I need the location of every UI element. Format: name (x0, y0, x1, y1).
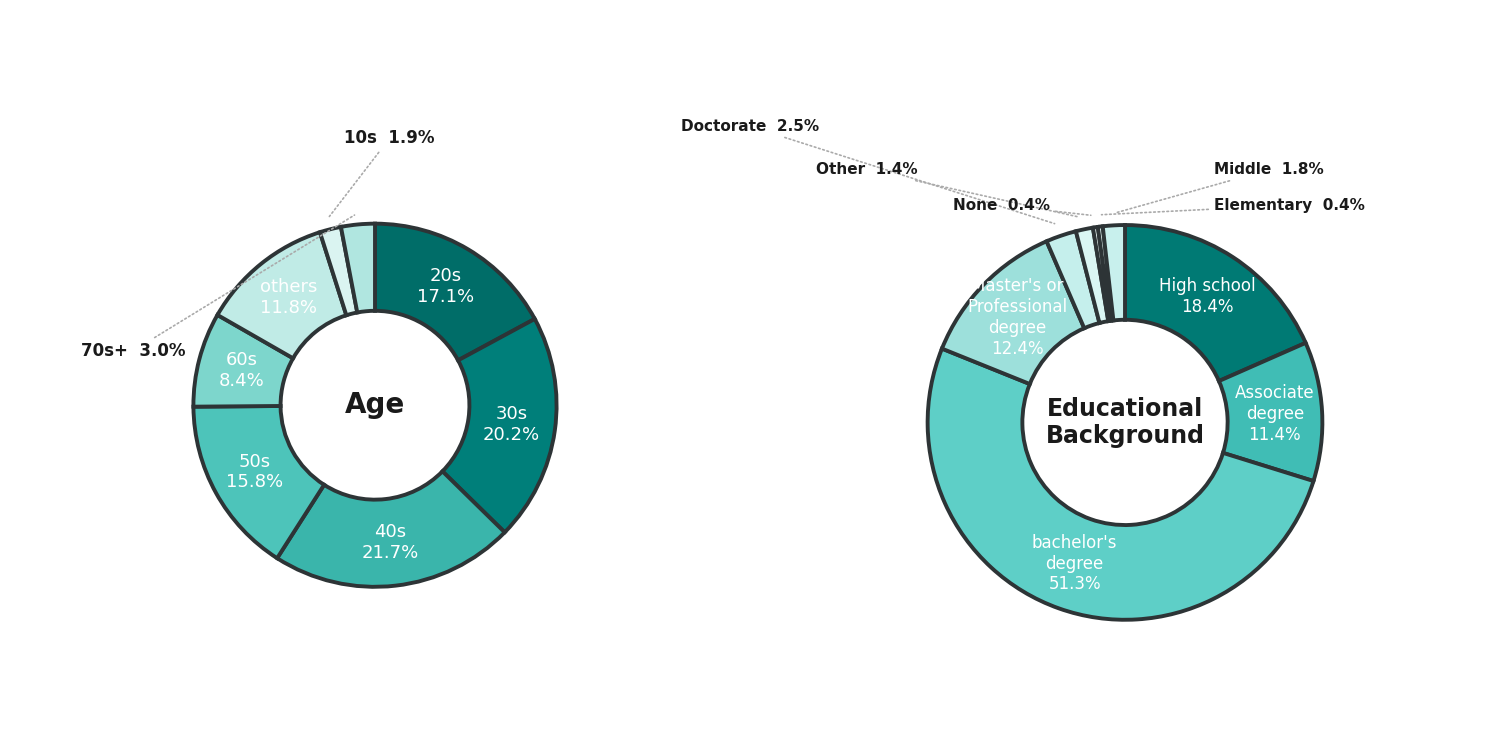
Wedge shape (217, 232, 346, 358)
Wedge shape (942, 241, 1084, 384)
Wedge shape (194, 315, 292, 407)
Wedge shape (278, 471, 504, 587)
Wedge shape (194, 406, 324, 558)
Wedge shape (1220, 343, 1323, 481)
Text: 20s
17.1%: 20s 17.1% (417, 268, 474, 306)
Wedge shape (1125, 225, 1305, 381)
Text: Middle  1.8%: Middle 1.8% (1116, 163, 1323, 212)
Text: Other  1.4%: Other 1.4% (816, 163, 1078, 217)
Text: 10s  1.9%: 10s 1.9% (330, 129, 435, 216)
Text: others
11.8%: others 11.8% (260, 278, 316, 318)
Wedge shape (927, 349, 1314, 620)
Text: 70s+  3.0%: 70s+ 3.0% (81, 215, 354, 360)
Text: Master's or
Professional
degree
12.4%: Master's or Professional degree 12.4% (968, 277, 1068, 358)
Text: None  0.4%: None 0.4% (952, 198, 1090, 215)
Wedge shape (1076, 228, 1108, 323)
Text: Educational
Background: Educational Background (1046, 396, 1205, 448)
Text: bachelor's
degree
51.3%: bachelor's degree 51.3% (1032, 534, 1118, 593)
Text: Elementary  0.4%: Elementary 0.4% (1101, 198, 1365, 215)
Wedge shape (442, 319, 556, 532)
Text: Doctorate  2.5%: Doctorate 2.5% (681, 119, 1054, 224)
Text: Age: Age (345, 392, 405, 420)
Text: 40s
21.7%: 40s 21.7% (362, 523, 419, 562)
Wedge shape (1098, 226, 1113, 321)
Wedge shape (1047, 231, 1100, 328)
Wedge shape (1102, 225, 1125, 321)
Wedge shape (340, 224, 375, 312)
Text: High school
18.4%: High school 18.4% (1158, 277, 1256, 316)
Wedge shape (320, 227, 357, 315)
Text: 60s
8.4%: 60s 8.4% (219, 351, 264, 389)
Text: 30s
20.2%: 30s 20.2% (483, 405, 540, 444)
Text: 50s
15.8%: 50s 15.8% (225, 453, 284, 491)
Wedge shape (1094, 227, 1112, 321)
Wedge shape (375, 224, 536, 361)
Text: Associate
degree
11.4%: Associate degree 11.4% (1234, 384, 1314, 444)
